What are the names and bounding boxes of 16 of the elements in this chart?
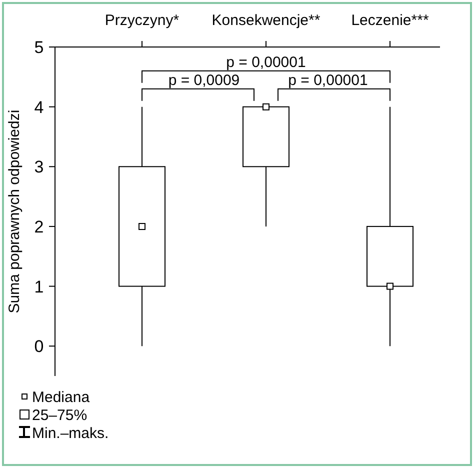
annotation: p = 0,0009 [168,72,240,89]
y-tick-label: 1 [34,277,44,296]
y-tick-label: 2 [34,217,44,236]
y-tick-label: 0 [34,337,44,356]
y-tick-label: 3 [34,158,44,177]
text: Mediana [32,389,90,406]
y-tick-label: 5 [34,38,44,57]
text: Min.–maks. [32,425,109,442]
x-tick-label: Leczenie*** [351,12,429,29]
annotation: p = 0,00001 [288,72,368,89]
x-tick-label: Konsekwencje** [212,12,320,29]
y-axis-title: Suma poprawnych odpowiedzi [6,110,23,314]
text: 25–75% [32,407,88,424]
x-tick-label: Przyczyny* [104,12,180,29]
annotation: p = 0,00001 [226,54,306,71]
y-tick-label: 4 [34,98,44,117]
